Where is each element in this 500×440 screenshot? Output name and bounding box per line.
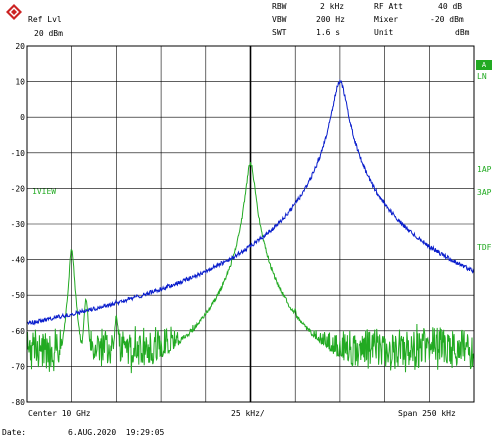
chart-grid (27, 46, 474, 402)
iap-label: 1AP (477, 165, 492, 174)
ln-label: LN (477, 72, 487, 81)
tdf-label: TDF (477, 243, 492, 252)
span-per-div: 25 kHz/ (231, 409, 265, 418)
series-blue-trace (26, 78, 475, 326)
sap-label: 3AP (477, 188, 492, 197)
y-tick-label: -30 (11, 220, 26, 229)
y-tick-label: -50 (11, 291, 26, 300)
span-value: Span 250 kHz (398, 409, 456, 418)
rs-logo-icon (6, 4, 22, 20)
y-tick-label: 10 (15, 78, 25, 87)
y-tick-label: -40 (11, 256, 26, 265)
rbw-value: 2 kHz (320, 2, 345, 11)
mixer-label: Mixer (374, 15, 399, 24)
mixer-value: -20 dBm (430, 15, 464, 24)
trace-marker-a: A (476, 60, 492, 70)
ref-lvl-value: 20 dBm (34, 29, 63, 38)
y-tick-label: -70 (11, 362, 26, 371)
y-tick-label: -80 (11, 398, 26, 407)
swt-value: 1.6 s (316, 28, 341, 37)
ref-lvl-label: Ref Lvl (28, 15, 62, 24)
unit-label: Unit (374, 28, 394, 37)
y-tick-label: 20 (15, 42, 25, 51)
date-label: Date: (2, 428, 27, 437)
vbw-value: 200 Hz (316, 15, 345, 24)
y-tick-label: -60 (11, 327, 26, 336)
series-green-trace (26, 162, 475, 374)
unit-value: dBm (455, 28, 470, 37)
vbw-label: VBW (272, 15, 287, 24)
date-value: 6.AUG.2020 19:29:05 (68, 428, 165, 437)
y-tick-labels: 20 10 0 -10 -20 -30 -40 -50 -60 -70 -80 (11, 42, 26, 407)
y-tick-label: 0 (20, 113, 25, 122)
y-tick-label: -10 (11, 149, 26, 158)
swt-label: SWT (272, 28, 287, 37)
rf-att-value: 40 dB (438, 2, 463, 11)
chart-frame (26, 45, 475, 403)
rf-att-label: RF Att (374, 2, 403, 11)
ref-marker-label: 1VIEW (32, 187, 57, 196)
y-tick-label: -20 (11, 184, 26, 193)
rbw-label: RBW (272, 2, 287, 11)
center-frequency: Center 10 GHz (28, 409, 91, 418)
